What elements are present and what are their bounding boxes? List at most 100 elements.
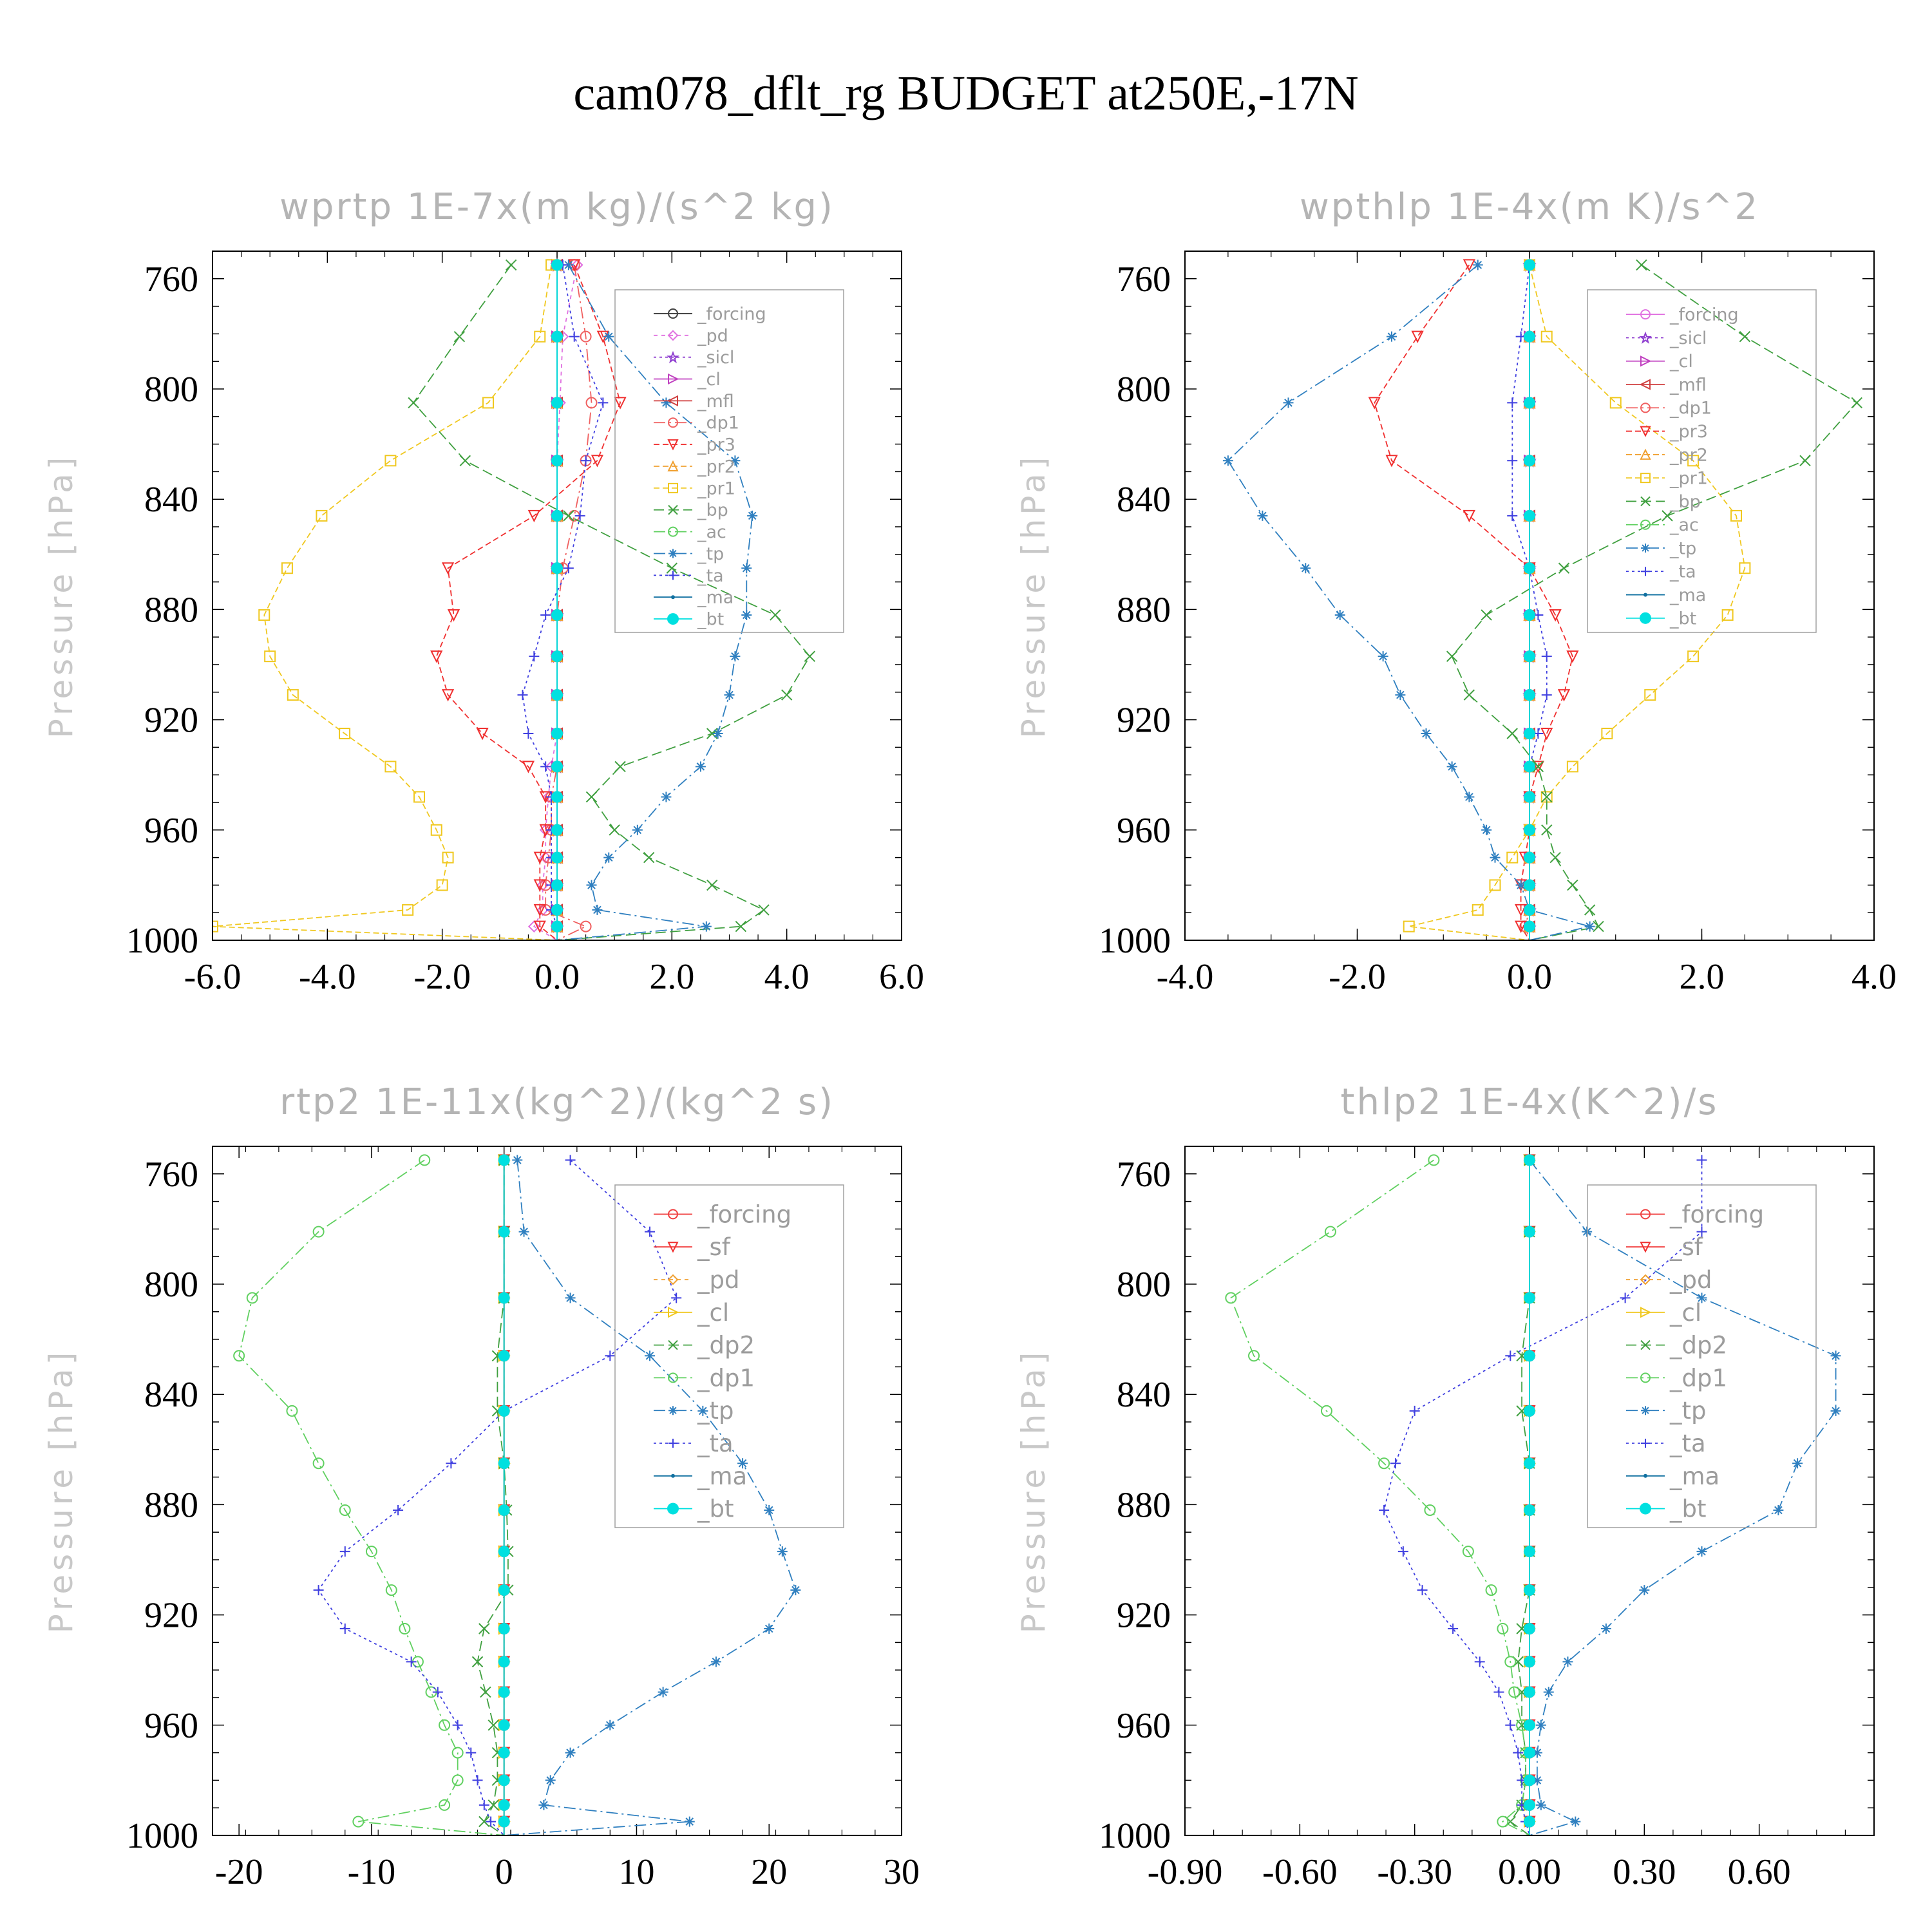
marker-dp2 <box>471 1656 484 1668</box>
marker-pr3 <box>1368 397 1381 410</box>
marker-ta <box>529 651 540 662</box>
marker-ta <box>671 1293 682 1303</box>
x-tick-label: 6.0 <box>879 957 924 997</box>
marker-tp <box>1531 1747 1542 1758</box>
marker-dp1 <box>1462 1546 1474 1558</box>
marker-dp1 <box>1497 1623 1509 1634</box>
marker-pr1 <box>1489 879 1501 891</box>
marker-pr3 <box>1385 455 1398 468</box>
marker-pr1 <box>258 609 270 621</box>
marker-tp <box>1830 1350 1841 1361</box>
x-tick-label: 20 <box>751 1852 787 1892</box>
x-tick-label: -20 <box>215 1852 263 1892</box>
legend-label: _forcing <box>1669 1200 1764 1228</box>
series-line-tp <box>504 1160 797 1835</box>
legend-label: _pd <box>697 1266 739 1294</box>
marker-tp <box>1378 651 1388 662</box>
legend-label: _bp <box>697 500 728 520</box>
marker-bp <box>453 330 466 343</box>
marker-dp1 <box>1504 1656 1517 1668</box>
marker-bt <box>498 1584 510 1596</box>
marker-bt <box>1524 761 1535 773</box>
marker-bt <box>1524 689 1535 701</box>
marker-bp <box>781 689 793 701</box>
marker-dp1 <box>385 1584 397 1596</box>
marker-tp <box>1481 824 1492 835</box>
legend-label: _tp <box>697 1397 734 1425</box>
marker-bt <box>498 1799 510 1811</box>
marker-bt <box>1524 1154 1535 1166</box>
marker-bt <box>551 455 563 467</box>
y-tick-label: 800 <box>1117 1265 1171 1305</box>
marker-cl <box>1640 355 1652 367</box>
marker-bp <box>1541 824 1553 836</box>
marker-bt <box>498 1774 510 1786</box>
y-tick-label: 1000 <box>126 1816 198 1856</box>
legend-label: _dp1 <box>697 1364 755 1392</box>
legend-label: _dp2 <box>1669 1332 1727 1359</box>
marker-dp2 <box>478 1815 490 1828</box>
legend-label: _mfl <box>1669 375 1707 395</box>
marker-bt <box>1524 1546 1535 1558</box>
marker-dp1 <box>312 1457 325 1470</box>
marker-dp1 <box>419 1154 431 1166</box>
marker-bt <box>498 1546 510 1558</box>
marker-tp <box>1830 1405 1841 1416</box>
marker-ta <box>540 609 551 620</box>
marker-tp <box>565 1747 576 1758</box>
marker-bt <box>1640 1502 1651 1515</box>
y-tick-label: 1000 <box>1099 921 1171 961</box>
marker-bt <box>1524 1747 1535 1759</box>
marker-bt <box>1524 1226 1535 1238</box>
legend-label: _dp1 <box>1669 1364 1727 1392</box>
marker-bp <box>706 879 718 891</box>
marker-ma <box>1643 592 1647 597</box>
chart-panel-4: thlp2 1E-4x(K^2)/s Pressure [hPa] 760 800 84… <box>1015 1081 1875 1892</box>
marker-tp <box>661 397 672 408</box>
marker-tp <box>605 1719 616 1730</box>
y-tick-label: 880 <box>1117 590 1171 630</box>
x-tick-label: -6.0 <box>184 957 242 997</box>
marker-bt <box>1524 609 1535 621</box>
series-group <box>233 1153 801 1835</box>
marker-ta <box>1541 651 1552 662</box>
marker-ta <box>472 1775 483 1786</box>
marker-pr3 <box>1411 330 1424 343</box>
marker-pr1 <box>1506 851 1519 864</box>
marker-bt <box>667 613 679 625</box>
marker-bp <box>804 650 816 662</box>
marker-tp <box>603 331 614 342</box>
marker-forcing <box>668 308 678 319</box>
marker-dp1 <box>585 397 598 409</box>
marker-tp <box>710 1656 721 1667</box>
marker-pr3 <box>614 397 627 410</box>
legend: _forcing _sf _pd _cl _dp2 _dp1 _tp _ta _ma _bt <box>614 1184 844 1528</box>
marker-bp <box>1558 562 1570 574</box>
legend: _forcing _sicl _cl _mfl _dp1 _pr3 _pr2 _pr1 _bp _… <box>1587 289 1817 633</box>
marker-tp <box>1464 791 1475 802</box>
marker-dp1 <box>339 1504 351 1516</box>
marker-tp <box>1582 1226 1593 1237</box>
marker-pr3 <box>476 728 489 741</box>
marker-ta <box>569 331 580 342</box>
marker-bt <box>1524 1292 1535 1304</box>
marker-pr3 <box>667 439 679 451</box>
marker-bt <box>1524 509 1535 522</box>
legend-box <box>1587 1184 1817 1528</box>
marker-tp <box>1639 1585 1650 1596</box>
x-tick-label: 10 <box>618 1852 654 1892</box>
marker-ta <box>1474 1656 1485 1667</box>
marker-bp <box>1636 259 1647 271</box>
marker-pr1 <box>1687 650 1700 663</box>
marker-bt <box>1524 650 1535 663</box>
marker-dp1 <box>451 1747 464 1759</box>
marker-bt <box>498 1719 510 1731</box>
y-tick-label: 920 <box>1117 1596 1171 1636</box>
marker-tp <box>730 455 741 466</box>
marker-ta <box>565 1155 576 1166</box>
marker-ta <box>1641 567 1650 576</box>
marker-tp <box>545 1775 556 1786</box>
y-tick-label: 960 <box>1117 1706 1171 1746</box>
marker-mfl <box>667 395 678 407</box>
